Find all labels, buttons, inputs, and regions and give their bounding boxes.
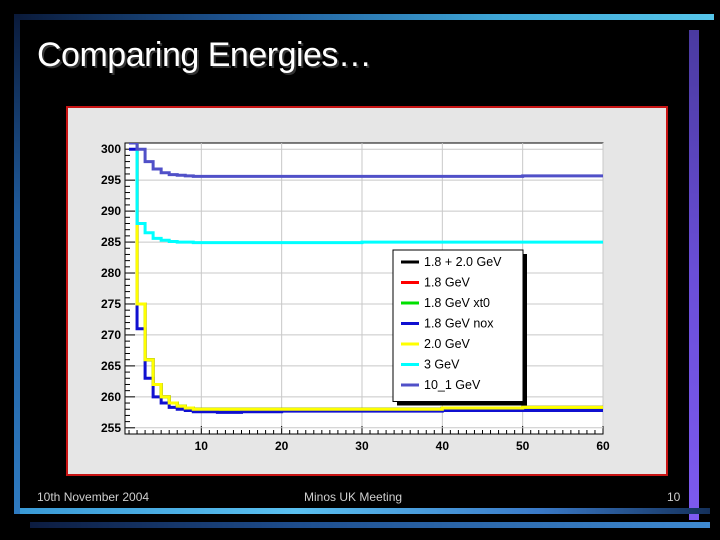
y-tick-label: 300 [101, 142, 121, 156]
top-decorative-bar [14, 14, 714, 20]
x-tick-label: 60 [596, 439, 610, 453]
legend-box [392, 249, 524, 402]
bottom-decorative-bar [20, 508, 710, 514]
y-tick-label: 255 [101, 421, 121, 435]
bottom-decorative-bar-lower [30, 522, 710, 528]
line-chart: 10 20 30 40 50 60 255 260 265 270 275 280 285 290 295 3… [101, 142, 610, 453]
legend-label: 1.8 GeV [424, 276, 471, 290]
y-tick-label: 270 [101, 328, 121, 342]
plot-area [124, 142, 604, 435]
x-tick-label: 30 [355, 439, 369, 453]
legend-label: 2.0 GeV [424, 337, 471, 351]
right-decorative-bar [689, 30, 699, 520]
legend-label: 1.8 GeV xt0 [424, 296, 490, 310]
x-tick-label: 40 [436, 439, 450, 453]
page-number: 10 [667, 490, 681, 504]
left-decorative-bar [14, 14, 20, 514]
y-tick-label: 265 [101, 359, 121, 373]
y-tick-label: 275 [101, 297, 121, 311]
x-tick-label: 50 [516, 439, 530, 453]
series-line [135, 143, 603, 411]
y-tick-label: 280 [101, 266, 121, 280]
x-tick-label: 20 [275, 439, 289, 453]
footer-meeting: Minos UK Meeting [304, 490, 403, 504]
legend-label: 3 GeV [424, 358, 460, 372]
y-tick-label: 290 [101, 204, 121, 218]
series-line [129, 143, 603, 245]
y-tick-label: 295 [101, 173, 121, 187]
y-tick-label: 260 [101, 390, 121, 404]
x-tick-label: 10 [195, 439, 209, 453]
legend-label: 10_1 GeV [424, 378, 481, 392]
legend-label: 1.8 + 2.0 GeV [424, 255, 502, 269]
y-tick-label: 285 [101, 235, 121, 249]
footer-date: 10th November 2004 [37, 490, 150, 504]
series-line [129, 143, 603, 178]
slide-title: Comparing Energies… [37, 36, 372, 74]
legend-label: 1.8 GeV nox [424, 317, 494, 331]
